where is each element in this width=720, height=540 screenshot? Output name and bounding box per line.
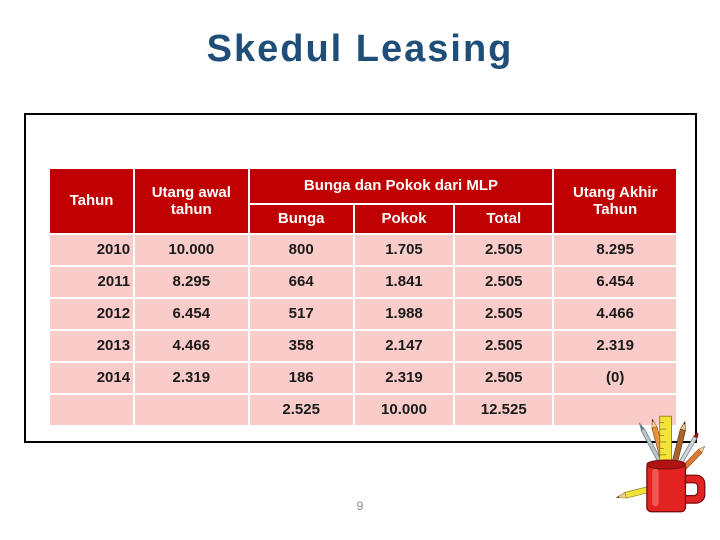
- table-row: 2012 6.454 517 1.988 2.505 4.466: [47, 297, 678, 331]
- table-row: 2011 8.295 664 1.841 2.505 6.454: [47, 265, 678, 299]
- header-mlp-group: Bunga dan Pokok dari MLP: [247, 167, 555, 205]
- leasing-schedule-table: Tahun Utang awal tahun Bunga dan Pokok d…: [47, 167, 678, 427]
- red-mug: [646, 459, 706, 513]
- cell-bunga: 664: [247, 265, 355, 299]
- cell-tahun: 2012: [47, 297, 136, 331]
- cell-utang-akhir-empty: [552, 393, 678, 427]
- table-header-row-top: Tahun Utang awal tahun Bunga dan Pokok d…: [47, 167, 678, 235]
- cell-utang-akhir: (0): [552, 361, 678, 395]
- header-utang-akhir: Utang Akhir Tahun: [552, 167, 678, 235]
- cell-utang-akhir: 8.295: [552, 233, 678, 267]
- cell-utang-akhir: 4.466: [552, 297, 678, 331]
- page-title: Skedul Leasing: [206, 28, 514, 70]
- cell-utang-awal: 6.454: [133, 297, 250, 331]
- cell-tahun: 2013: [47, 329, 136, 363]
- cell-bunga: 517: [247, 297, 355, 331]
- cell-pokok: 1.988: [352, 297, 456, 331]
- cell-total: 2.505: [453, 233, 555, 267]
- cell-utang-akhir: 2.319: [552, 329, 678, 363]
- header-total: Total: [453, 203, 555, 235]
- cell-total: 2.505: [453, 265, 555, 299]
- cell-bunga: 358: [247, 329, 355, 363]
- cell-bunga: 186: [247, 361, 355, 395]
- cell-pokok: 1.705: [352, 233, 456, 267]
- page-number: 9: [356, 499, 364, 513]
- table-totals-row: 2.525 10.000 12.525: [47, 393, 678, 427]
- table-row: 2014 2.319 186 2.319 2.505 (0): [47, 361, 678, 395]
- cell-bunga: 800: [247, 233, 355, 267]
- cell-total: 2.505: [453, 297, 555, 331]
- table-row: 2010 10.000 800 1.705 2.505 8.295: [47, 233, 678, 267]
- cell-bunga-total: 2.525: [247, 393, 355, 427]
- cell-pokok: 2.319: [352, 361, 456, 395]
- cell-utang-awal: 2.319: [133, 361, 250, 395]
- cell-total: 2.505: [453, 361, 555, 395]
- header-bunga: Bunga: [247, 203, 355, 235]
- cell-total-total: 12.525: [453, 393, 555, 427]
- cell-utang-akhir: 6.454: [552, 265, 678, 299]
- cell-total: 2.505: [453, 329, 555, 363]
- cell-pokok: 2.147: [352, 329, 456, 363]
- cell-utang-awal: 8.295: [133, 265, 250, 299]
- cell-tahun: 2014: [47, 361, 136, 395]
- cell-tahun: 2010: [47, 233, 136, 267]
- header-tahun: Tahun: [47, 167, 136, 235]
- cell-tahun-empty: [47, 393, 136, 427]
- pencil-cup-clipart: [615, 415, 706, 513]
- table-row: 2013 4.466 358 2.147 2.505 2.319: [47, 329, 678, 363]
- table-header-row-sub: Bunga Pokok Total: [49, 203, 677, 235]
- cell-utang-awal: 10.000: [133, 233, 250, 267]
- header-utang-awal: Utang awal tahun: [133, 167, 250, 235]
- cell-utang-awal-empty: [133, 393, 250, 427]
- cell-pokok: 1.841: [352, 265, 456, 299]
- cell-pokok-total: 10.000: [352, 393, 456, 427]
- cell-utang-awal: 4.466: [133, 329, 250, 363]
- cell-tahun: 2011: [47, 265, 136, 299]
- header-pokok: Pokok: [352, 203, 456, 235]
